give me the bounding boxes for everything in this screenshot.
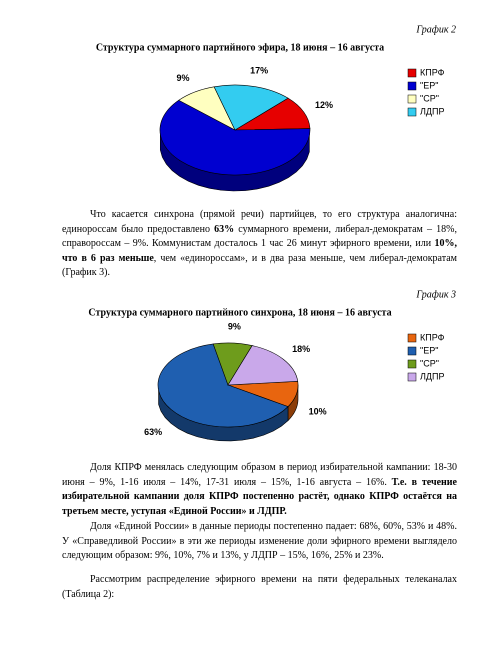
bold-text: 63% (214, 223, 235, 235)
text: Доля КПРФ менялась следующим образом в п… (62, 462, 457, 488)
legend-label: КПРФ (420, 332, 445, 342)
pie-slice (157, 343, 289, 428)
chart-caption: График 3 (415, 289, 456, 300)
text: суммарного времени, либерал-демократам –… (62, 223, 457, 250)
chart-title: Структура суммарного партийного эфира, 1… (96, 42, 384, 53)
pie-slice (213, 84, 289, 131)
data-label: 9% (228, 322, 241, 332)
pie-slice (227, 345, 299, 386)
bold-text: Т.е. в течение избирательной кампании до… (62, 476, 457, 517)
legend-swatch (407, 68, 417, 78)
legend-label: "ЕР" (420, 345, 438, 355)
data-label: 17% (250, 65, 268, 75)
data-label: 9% (177, 73, 190, 83)
legend-swatch (407, 94, 417, 104)
chart-title: Структура суммарного партийного синхрона… (88, 307, 391, 318)
pie-slice (159, 99, 311, 176)
legend-label: "ЕР" (420, 80, 438, 90)
legend-swatch (407, 81, 417, 91)
legend-label: "СР" (420, 358, 439, 368)
data-label: 18% (292, 344, 310, 354)
chart: График 3 Структура суммарного партийного … (88, 289, 456, 442)
legend-label: КПРФ (420, 67, 445, 77)
paragraph: Что касается синхрона (прямой речи) парт… (62, 208, 457, 281)
text: Рассмотрим распределение эфирного времен… (62, 574, 457, 600)
legend-swatch (407, 372, 417, 382)
legend-label: "СР" (420, 93, 439, 103)
paragraph: Доля «Единой России» в данные периоды по… (62, 520, 457, 564)
chart: График 2 Структура суммарного партийного … (96, 24, 456, 198)
text: , чем «единороссам», и в два раза меньше… (62, 252, 457, 279)
legend-swatch (407, 333, 417, 343)
text: Доля «Единой России» в данные периоды по… (62, 521, 457, 561)
legend-swatch (407, 107, 417, 117)
legend-label: ЛДПР (420, 106, 444, 116)
text: Что касается синхрона (прямой речи) парт… (62, 209, 457, 235)
chart-caption: График 2 (415, 24, 456, 35)
bold-text: 10%, что в 6 раз меньше (62, 238, 457, 264)
data-label: 63% (144, 427, 162, 437)
data-label: 12% (315, 100, 333, 110)
paragraph: Рассмотрим распределение эфирного времен… (62, 573, 457, 602)
legend-swatch (407, 346, 417, 356)
paragraph: Доля КПРФ менялась следующим образом в п… (62, 461, 457, 519)
legend-swatch (407, 359, 417, 369)
data-label: 10% (309, 406, 327, 416)
legend-label: ЛДПР (420, 371, 444, 381)
